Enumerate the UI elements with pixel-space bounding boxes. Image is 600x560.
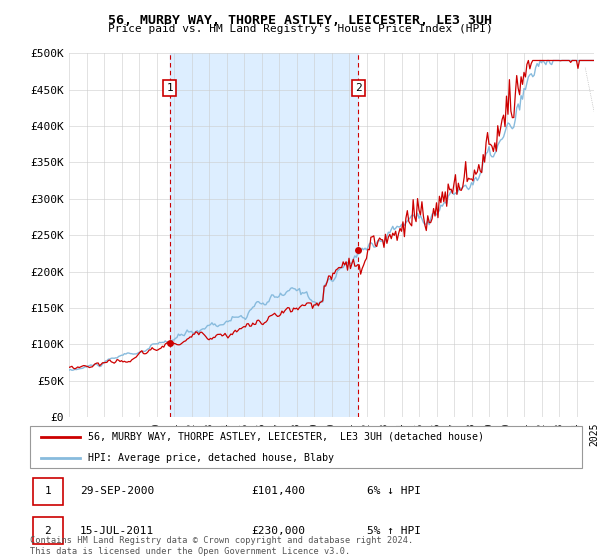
Text: Contains HM Land Registry data © Crown copyright and database right 2024.
This d: Contains HM Land Registry data © Crown c… xyxy=(30,536,413,556)
Bar xyxy=(170,53,358,417)
Text: 6% ↓ HPI: 6% ↓ HPI xyxy=(367,487,421,496)
Text: HPI: Average price, detached house, Blaby: HPI: Average price, detached house, Blab… xyxy=(88,452,334,463)
Text: 56, MURBY WAY, THORPE ASTLEY, LEICESTER, LE3 3UH: 56, MURBY WAY, THORPE ASTLEY, LEICESTER,… xyxy=(108,14,492,27)
FancyBboxPatch shape xyxy=(30,426,582,468)
Text: £101,400: £101,400 xyxy=(251,487,305,496)
Text: 2: 2 xyxy=(44,526,51,535)
Text: 2: 2 xyxy=(355,83,362,93)
Text: 1: 1 xyxy=(44,487,51,496)
FancyBboxPatch shape xyxy=(33,517,63,544)
Text: 1: 1 xyxy=(166,83,173,93)
Text: 56, MURBY WAY, THORPE ASTLEY, LEICESTER,  LE3 3UH (detached house): 56, MURBY WAY, THORPE ASTLEY, LEICESTER,… xyxy=(88,432,484,441)
FancyBboxPatch shape xyxy=(33,478,63,505)
Text: 29-SEP-2000: 29-SEP-2000 xyxy=(80,487,154,496)
Text: Price paid vs. HM Land Registry's House Price Index (HPI): Price paid vs. HM Land Registry's House … xyxy=(107,24,493,34)
Text: 5% ↑ HPI: 5% ↑ HPI xyxy=(367,526,421,535)
Text: £230,000: £230,000 xyxy=(251,526,305,535)
Text: 15-JUL-2011: 15-JUL-2011 xyxy=(80,526,154,535)
